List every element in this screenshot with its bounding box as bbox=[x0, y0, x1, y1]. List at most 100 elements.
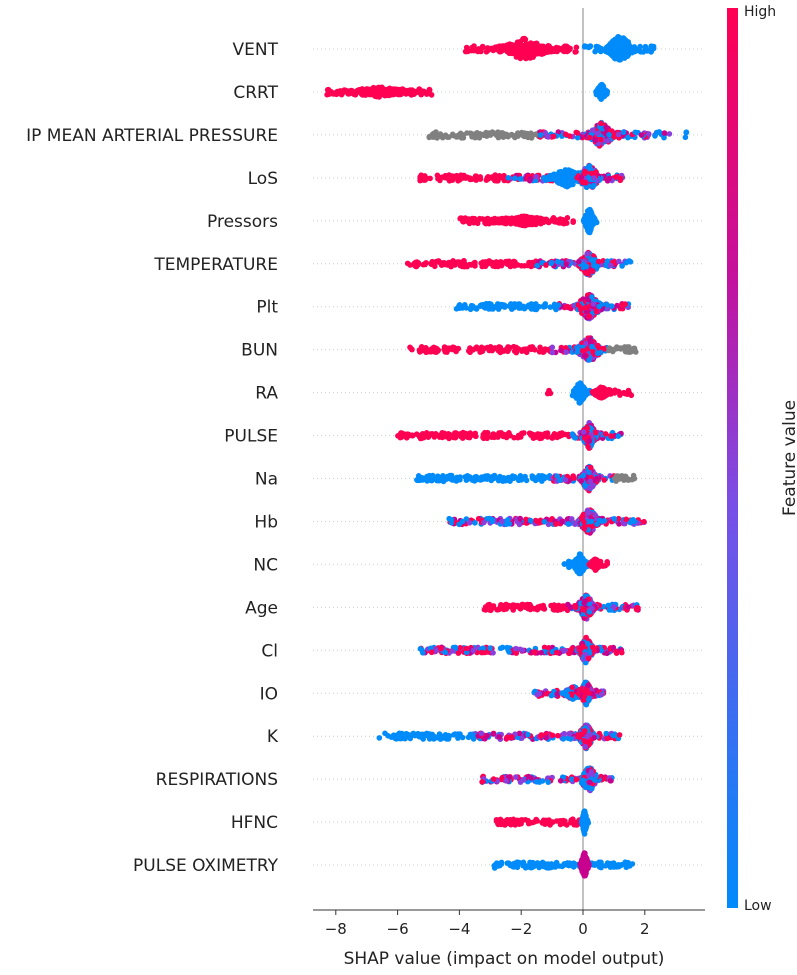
shap-dot bbox=[499, 519, 505, 525]
shap-dot bbox=[570, 473, 576, 479]
shap-dot bbox=[419, 344, 425, 350]
shap-dot bbox=[593, 430, 599, 436]
shap-dot bbox=[652, 133, 658, 139]
shap-dot bbox=[472, 135, 478, 141]
shap-dot bbox=[586, 224, 592, 230]
shap-dot bbox=[598, 137, 604, 143]
shap-dot bbox=[582, 386, 588, 392]
shap-dot bbox=[359, 86, 365, 92]
shap-dot bbox=[648, 47, 654, 53]
feature-label: PULSE bbox=[224, 427, 278, 447]
shap-dot bbox=[551, 134, 557, 140]
shap-dot bbox=[477, 47, 483, 53]
shap-dot bbox=[587, 209, 593, 215]
shap-dot bbox=[477, 348, 483, 354]
shap-dot bbox=[453, 430, 459, 436]
shap-dot bbox=[491, 176, 497, 182]
shap-dot bbox=[492, 45, 498, 51]
shap-dot bbox=[580, 473, 586, 479]
shap-dot bbox=[605, 138, 611, 144]
shap-dot bbox=[481, 520, 487, 526]
shap-dot bbox=[526, 302, 532, 308]
shap-dot bbox=[512, 474, 518, 480]
shap-dot bbox=[490, 129, 496, 135]
shap-dot bbox=[587, 438, 593, 444]
shap-dot bbox=[584, 264, 590, 270]
feature-label: HFNC bbox=[231, 813, 278, 833]
shap-dot bbox=[662, 130, 668, 136]
shap-dot bbox=[606, 132, 612, 138]
shap-dot bbox=[429, 431, 435, 437]
shap-dot bbox=[497, 173, 503, 179]
shap-dot bbox=[625, 604, 631, 610]
shap-dot bbox=[619, 473, 625, 479]
shap-dot bbox=[569, 516, 575, 522]
shap-dot bbox=[533, 174, 539, 180]
shap-dot bbox=[590, 483, 596, 489]
shap-dot bbox=[643, 44, 649, 50]
shap-dot bbox=[492, 473, 498, 479]
shap-dot bbox=[515, 39, 521, 45]
shap-dot bbox=[441, 347, 447, 353]
shap-dot bbox=[542, 519, 548, 525]
shap-dot bbox=[578, 478, 584, 484]
shap-dot bbox=[570, 219, 576, 225]
shap-dot bbox=[490, 605, 496, 611]
shap-dot bbox=[511, 603, 517, 609]
shap-dot bbox=[441, 479, 447, 485]
shap-dot bbox=[446, 516, 452, 522]
shap-dot bbox=[472, 262, 478, 268]
shap-dot bbox=[498, 604, 504, 610]
shap-dot bbox=[532, 347, 538, 353]
shap-dot bbox=[589, 344, 595, 350]
shap-dot bbox=[528, 431, 534, 437]
shap-dot bbox=[556, 302, 562, 308]
shap-dot bbox=[581, 519, 587, 525]
shap-dot bbox=[434, 478, 440, 484]
shap-dot bbox=[618, 176, 624, 182]
shap-dot bbox=[608, 433, 614, 439]
shap-dot bbox=[582, 483, 588, 489]
shap-dot bbox=[513, 219, 519, 225]
shap-dot bbox=[581, 391, 587, 397]
shap-dot bbox=[430, 473, 436, 479]
shap-dot bbox=[460, 305, 466, 311]
shap-dot bbox=[498, 302, 504, 308]
shap-dot bbox=[584, 251, 590, 257]
shap-dot bbox=[634, 605, 640, 611]
shap-dot bbox=[566, 168, 572, 174]
shap-dot bbox=[426, 135, 432, 141]
shap-dot bbox=[583, 180, 589, 186]
shap-dot bbox=[563, 261, 569, 267]
shap-dot bbox=[453, 346, 459, 352]
shap-dot bbox=[598, 121, 604, 127]
shap-dot bbox=[548, 603, 554, 609]
shap-dot bbox=[550, 345, 556, 351]
shap-dot bbox=[483, 431, 489, 437]
shap-dot bbox=[481, 132, 487, 138]
shap-dot bbox=[527, 132, 533, 138]
shap-dot bbox=[582, 526, 588, 532]
shap-dot bbox=[570, 431, 576, 437]
shap-dot bbox=[583, 305, 589, 311]
shap-dot bbox=[591, 175, 597, 181]
shap-dot bbox=[489, 519, 495, 525]
shap-dot bbox=[596, 89, 602, 95]
shap-dot bbox=[596, 304, 602, 310]
shap-dot bbox=[588, 465, 594, 471]
shap-dot bbox=[539, 435, 545, 441]
feature-label: Age bbox=[245, 598, 278, 618]
shap-dot bbox=[519, 604, 525, 610]
shap-dot bbox=[511, 133, 517, 139]
shap-dot bbox=[603, 125, 609, 131]
shap-dot bbox=[554, 604, 560, 610]
shap-dot bbox=[514, 54, 520, 60]
shap-dot bbox=[334, 92, 340, 98]
shap-dot bbox=[555, 219, 561, 225]
shap-dot bbox=[592, 512, 598, 518]
shap-dot bbox=[525, 219, 531, 225]
shap-dot bbox=[608, 51, 614, 57]
shap-dot bbox=[558, 348, 564, 354]
shap-dot bbox=[624, 260, 630, 266]
